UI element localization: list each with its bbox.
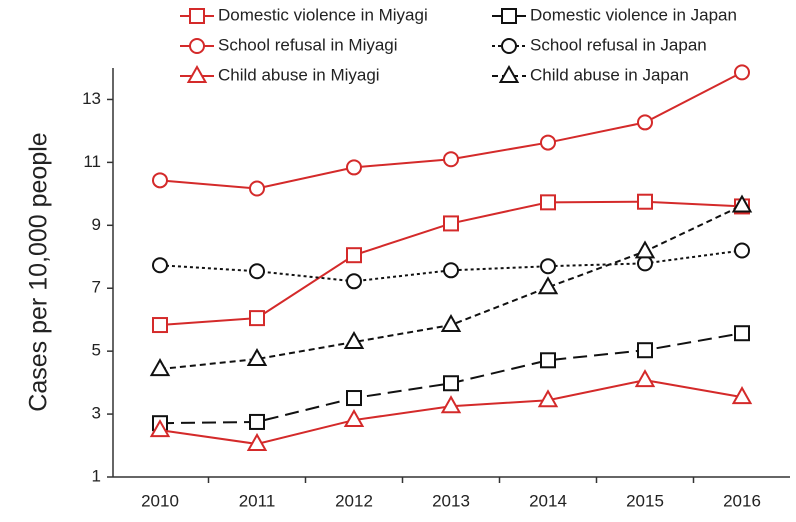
legend-marker [189, 8, 205, 24]
point-marker [637, 114, 653, 131]
point-marker [540, 258, 556, 275]
y-tick-label: 1 [92, 466, 101, 485]
legend-label: Child abuse in Miyagi [218, 65, 380, 84]
point-marker [346, 159, 362, 176]
series-line [159, 71, 743, 190]
point-marker [734, 242, 750, 259]
point-marker [443, 262, 459, 279]
x-tick-label: 2015 [626, 491, 664, 510]
legend-marker [186, 64, 208, 83]
point-marker [249, 413, 265, 430]
x-tick-label: 2014 [529, 491, 567, 510]
legend-label: School refusal in Japan [530, 35, 707, 54]
y-tick-label: 9 [92, 215, 101, 234]
point-marker [540, 134, 556, 151]
legend-marker [501, 8, 517, 24]
y-tick-label: 5 [92, 341, 101, 360]
point-marker [731, 386, 753, 405]
y-tick-label: 7 [92, 278, 101, 297]
point-marker [443, 375, 459, 392]
legend-marker [498, 64, 520, 83]
point-marker [540, 194, 556, 211]
point-marker [731, 194, 753, 213]
point-marker [634, 240, 656, 259]
point-marker [346, 390, 362, 407]
x-tick-label: 2010 [141, 491, 179, 510]
point-marker [443, 215, 459, 232]
point-marker [246, 347, 268, 367]
x-tick-label: 2011 [239, 491, 276, 510]
point-marker [537, 389, 559, 408]
legend-marker [189, 38, 205, 54]
point-marker [152, 317, 168, 334]
point-marker [537, 276, 559, 295]
point-marker [149, 419, 171, 438]
point-marker [346, 273, 362, 290]
point-marker [343, 409, 365, 428]
x-tick-label: 2013 [432, 491, 470, 510]
x-tick-label: 2016 [723, 491, 761, 510]
point-marker [249, 180, 265, 197]
y-axis-label: Cases per 10,000 people [25, 132, 53, 411]
point-marker [246, 432, 268, 451]
point-marker [249, 263, 265, 280]
point-marker [734, 325, 750, 342]
point-marker [634, 369, 656, 388]
point-marker [637, 193, 653, 210]
point-marker [440, 314, 462, 333]
legend-marker [501, 38, 517, 54]
point-marker [346, 247, 362, 264]
point-marker [440, 395, 462, 414]
point-marker [152, 257, 168, 274]
point-marker [152, 172, 168, 189]
y-tick-label: 13 [82, 89, 101, 108]
point-marker [443, 151, 459, 168]
y-tick-label: 3 [92, 404, 101, 423]
legend-label: Domestic violence in Japan [530, 5, 737, 24]
y-tick-label: 11 [83, 152, 101, 171]
legend-label: School refusal in Miyagi [218, 35, 398, 54]
x-tick-label: 2012 [335, 491, 373, 510]
point-marker [343, 331, 365, 350]
legend-label: Domestic violence in Miyagi [218, 5, 428, 24]
point-marker [249, 310, 265, 327]
point-marker [637, 255, 653, 272]
legend-label: Child abuse in Japan [530, 65, 689, 84]
point-marker [149, 358, 171, 377]
point-marker [734, 64, 750, 81]
point-marker [637, 342, 653, 359]
point-marker [540, 352, 556, 369]
